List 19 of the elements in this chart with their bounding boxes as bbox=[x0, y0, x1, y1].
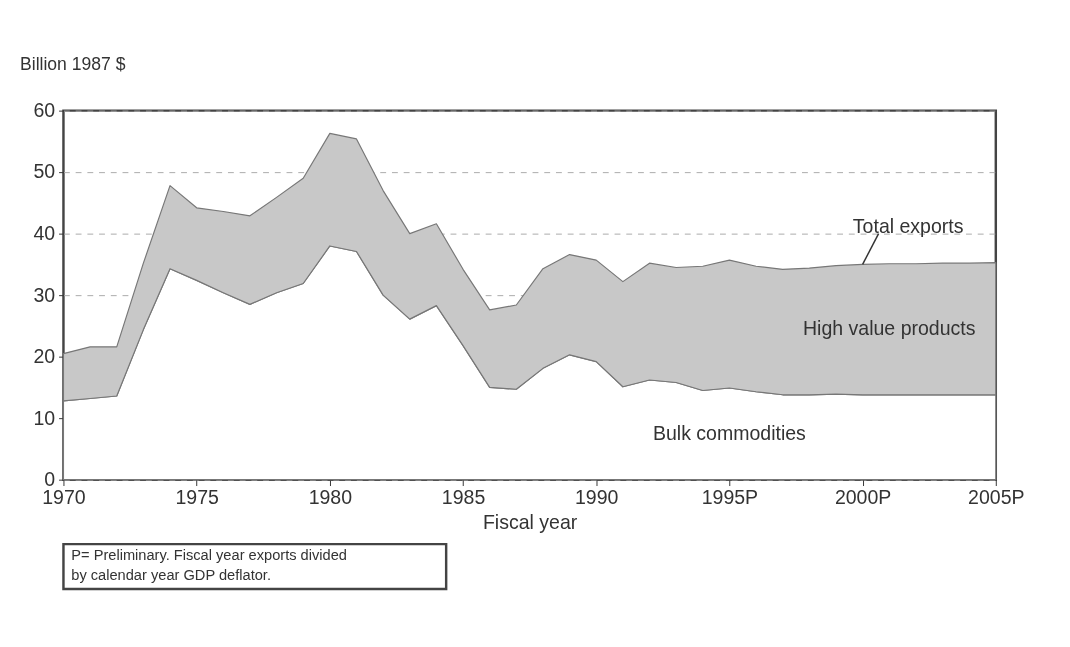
x-tick-label: 1990 bbox=[575, 485, 619, 508]
annotation: Total exports bbox=[852, 215, 964, 238]
y-tick-label: 30 bbox=[33, 283, 56, 306]
series-label: High value products bbox=[803, 317, 976, 340]
x-tick-label: 1980 bbox=[308, 485, 353, 508]
y-tick-label: 60 bbox=[33, 98, 56, 121]
y-tick-label: 20 bbox=[33, 345, 56, 368]
x-axis-title: Fiscal year bbox=[482, 510, 578, 533]
series-label: Bulk commodities bbox=[652, 421, 807, 444]
x-tick-label: 2005P bbox=[968, 485, 1025, 508]
text: P= Preliminary. Fiscal year exports divided by calendar year GDP deflator. bbox=[71, 546, 347, 584]
y-axis-title: Billion 1987 $ bbox=[20, 54, 126, 75]
x-tick-label: 1995P bbox=[701, 485, 759, 508]
y-tick-label: 10 bbox=[33, 406, 56, 429]
y-tick-label: 40 bbox=[33, 221, 56, 244]
x-tick-label: 2000P bbox=[834, 485, 892, 508]
x-tick-label: 1975 bbox=[175, 485, 219, 508]
y-tick-label: 50 bbox=[33, 160, 56, 183]
x-tick-label: 1985 bbox=[441, 485, 486, 508]
